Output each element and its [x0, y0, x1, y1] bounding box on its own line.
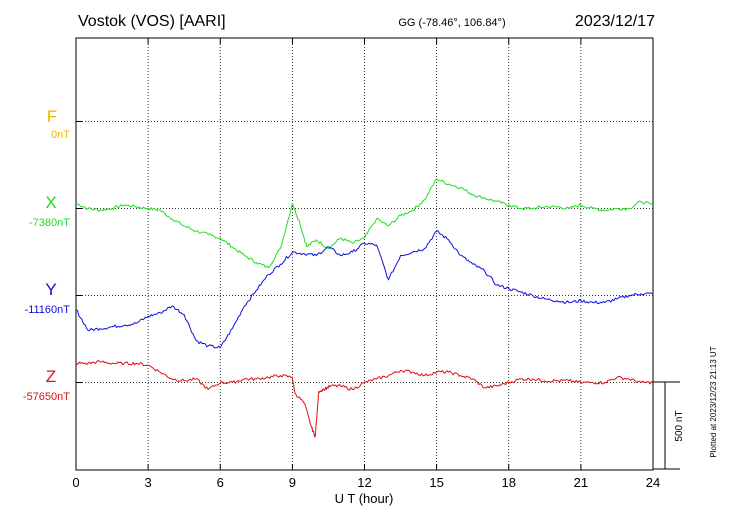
x-tick-label: 15 [429, 475, 443, 490]
scale-bar [653, 381, 680, 470]
series-label-x: X [45, 193, 56, 212]
series-label-y: Y [45, 280, 56, 299]
x-axis-ticks: 0 3 6 9 12 15 18 21 24 [72, 38, 660, 490]
baseline-label-x: -7380nT [29, 217, 70, 229]
series-line-x [75, 178, 654, 269]
baseline-label-z: -57650nT [23, 391, 70, 403]
x-tick-label: 3 [145, 475, 152, 490]
plotted-at-note: Plotted at 2023/12/23 21:13 UT [709, 346, 718, 457]
x-tick-label: 18 [502, 475, 516, 490]
series-group [75, 178, 654, 438]
baseline-label-y: -11160nT [25, 304, 71, 316]
x-axis-label: U T (hour) [335, 491, 394, 506]
x-tick-label: 12 [357, 475, 371, 490]
series-label-z: Z [46, 367, 56, 386]
x-tick-label: 24 [646, 475, 660, 490]
x-tick-label: 21 [574, 475, 588, 490]
baseline-label-f: 0nT [51, 129, 70, 141]
x-tick-label: 6 [217, 475, 224, 490]
date-label: 2023/12/17 [575, 13, 655, 30]
x-tick-label: 9 [289, 475, 296, 490]
x-tick-label: 0 [72, 475, 79, 490]
series-line-z [75, 360, 654, 438]
grid [76, 38, 653, 470]
series-line-y [75, 230, 654, 349]
coords-label: GG (-78.46°, 106.84°) [398, 17, 505, 29]
scale-bar-label: 500 nT [674, 410, 685, 441]
series-label-f: F [47, 107, 57, 126]
station-title: Vostok (VOS) [AARI] [78, 13, 226, 30]
